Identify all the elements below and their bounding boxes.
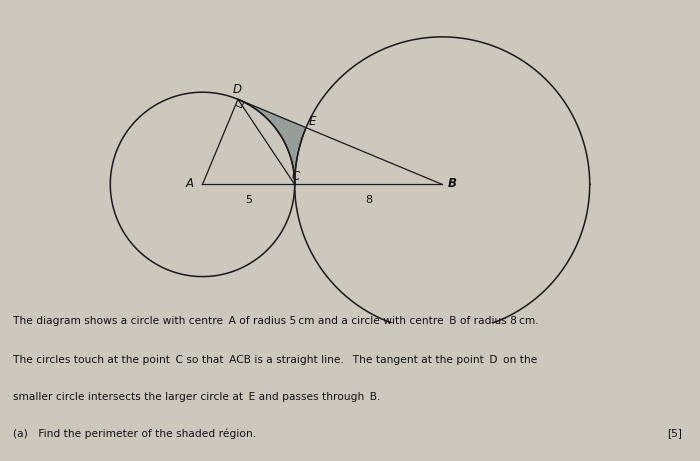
- Text: [5]: [5]: [668, 429, 682, 438]
- Text: The circles touch at the point  C so that  ACB is a straight line.  The tangent : The circles touch at the point C so that…: [13, 355, 537, 365]
- Polygon shape: [238, 99, 306, 184]
- Text: E: E: [309, 115, 316, 128]
- Text: B: B: [448, 177, 457, 190]
- Text: smaller circle intersects the larger circle at  E and passes through  B.: smaller circle intersects the larger cir…: [13, 392, 380, 402]
- Text: A: A: [186, 177, 194, 190]
- Text: 8: 8: [365, 195, 372, 205]
- Text: C: C: [291, 170, 300, 183]
- Text: D: D: [232, 83, 241, 95]
- Text: 5: 5: [245, 195, 252, 205]
- Text: (a) Find the perimeter of the shaded région.: (a) Find the perimeter of the shaded rég…: [13, 429, 255, 439]
- Text: The diagram shows a circle with centre  A of radius 5 cm and a circle with centr: The diagram shows a circle with centre A…: [13, 316, 538, 326]
